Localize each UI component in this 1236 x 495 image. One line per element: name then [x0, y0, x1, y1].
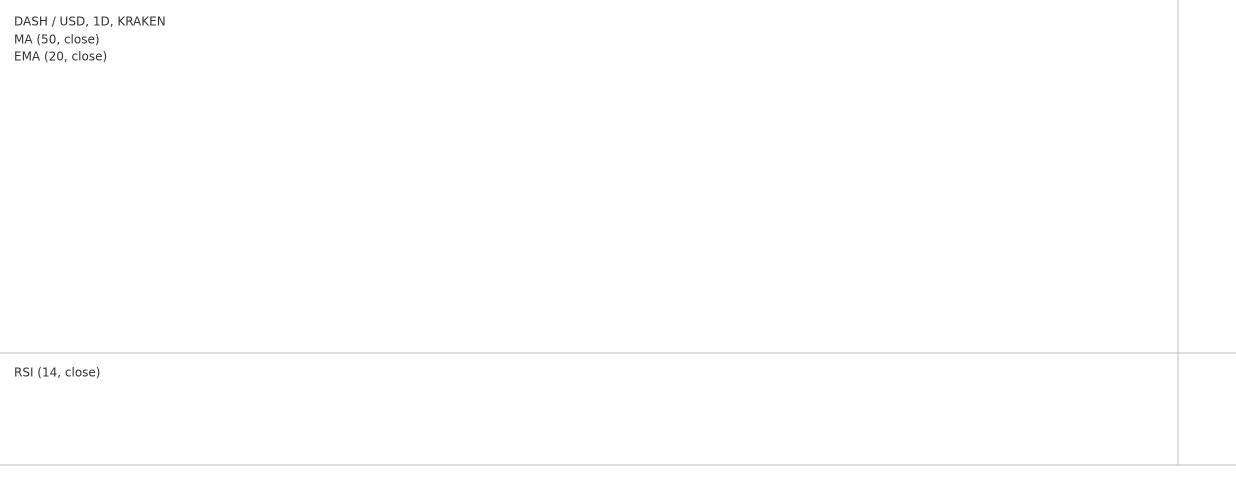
chart-title: DASH / USD, 1D, KRAKEN: [14, 15, 166, 29]
rsi-title: RSI (14, close): [14, 366, 100, 380]
legend-entry: EMA (20, close): [14, 50, 107, 64]
legend-entry: MA (50, close): [14, 33, 100, 47]
